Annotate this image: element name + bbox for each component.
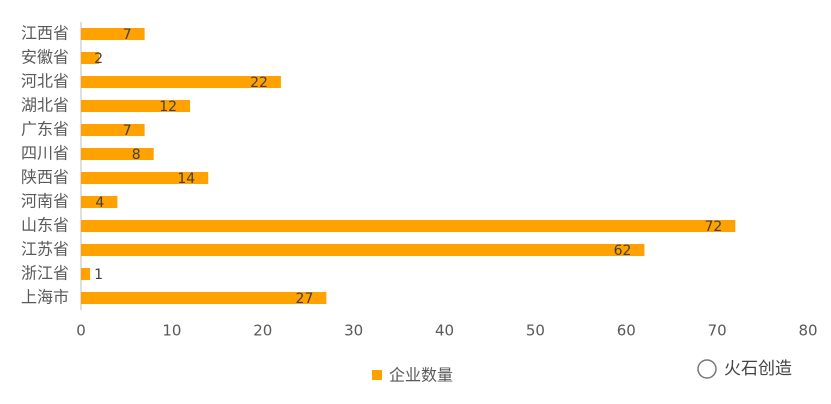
y-tick-label: 安徽省	[21, 48, 69, 67]
x-tick-label: 40	[435, 322, 454, 340]
x-tick-label: 20	[253, 322, 272, 340]
bar	[81, 292, 327, 304]
y-tick-label: 湖北省	[21, 96, 69, 115]
y-tick-label: 广东省	[21, 120, 69, 139]
bar	[81, 28, 145, 40]
x-tick-label: 50	[526, 322, 545, 340]
y-tick-label: 山东省	[21, 216, 69, 235]
y-tick-label: 江西省	[21, 24, 69, 43]
x-tick-label: 30	[344, 322, 363, 340]
data-label: 27	[296, 291, 314, 307]
x-tick-label: 10	[162, 322, 181, 340]
data-label: 22	[250, 75, 268, 91]
bar	[81, 100, 191, 112]
bar	[81, 148, 154, 160]
bar	[81, 196, 118, 208]
data-label: 1	[94, 267, 103, 283]
legend-swatch	[372, 370, 382, 380]
y-tick-label: 上海市	[21, 288, 69, 307]
data-label: 12	[159, 99, 177, 115]
data-label: 2	[94, 51, 103, 67]
x-tick-label: 0	[76, 322, 86, 340]
bar	[81, 244, 645, 256]
watermark: 火石创造	[697, 359, 792, 379]
data-label: 4	[95, 195, 104, 211]
data-label: 8	[132, 147, 141, 163]
y-tick-label: 浙江省	[21, 264, 69, 283]
data-label: 14	[177, 171, 195, 187]
data-label: 7	[123, 123, 132, 139]
data-label: 72	[704, 219, 722, 235]
y-tick-label: 四川省	[21, 144, 69, 163]
bar	[81, 220, 736, 232]
watermark-icon	[697, 359, 717, 379]
y-tick-label: 陕西省	[21, 168, 69, 187]
bar	[81, 172, 209, 184]
data-label: 7	[123, 27, 132, 43]
data-label: 62	[614, 243, 632, 259]
x-tick-label: 70	[708, 322, 727, 340]
y-tick-label: 河北省	[21, 72, 69, 91]
x-tick-label: 60	[617, 322, 636, 340]
bar	[81, 124, 145, 136]
y-tick-label: 江苏省	[21, 240, 69, 259]
watermark-text: 火石创造	[724, 359, 792, 379]
legend-label: 企业数量	[389, 366, 453, 385]
bar	[81, 268, 91, 280]
bar	[81, 76, 281, 88]
x-tick-label: 80	[798, 322, 817, 340]
y-tick-label: 河南省	[21, 192, 69, 211]
bar	[81, 52, 100, 64]
